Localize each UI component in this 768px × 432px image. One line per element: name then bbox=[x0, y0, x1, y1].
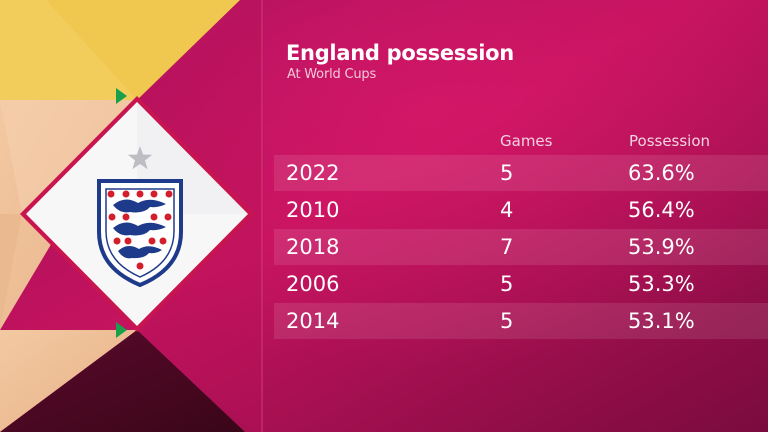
year-cell: 2022 bbox=[286, 161, 340, 185]
year-cell: 2014 bbox=[286, 309, 340, 333]
games-cell: 5 bbox=[500, 309, 514, 333]
chart-subtitle: At World Cups bbox=[287, 67, 377, 82]
year-cell: 2010 bbox=[286, 198, 340, 222]
dark-panel bbox=[0, 330, 245, 432]
games-cell: 5 bbox=[500, 272, 514, 296]
possession-cell: 56.4% bbox=[628, 198, 695, 222]
possession-cell: 53.9% bbox=[628, 235, 695, 259]
table-row: 2014 5 53.1% bbox=[274, 303, 768, 339]
play-triangle-icon bbox=[116, 322, 127, 338]
year-cell: 2006 bbox=[286, 272, 340, 296]
table-row: 2018 7 53.9% bbox=[274, 229, 768, 265]
column-header-games: Games bbox=[500, 132, 553, 150]
possession-cell: 63.6% bbox=[628, 161, 695, 185]
possession-cell: 53.3% bbox=[628, 272, 695, 296]
column-header-possession: Possession bbox=[629, 132, 711, 150]
three-lions-crest-icon bbox=[97, 179, 183, 288]
possession-cell: 53.1% bbox=[628, 309, 695, 333]
games-cell: 4 bbox=[500, 198, 514, 222]
play-triangle-icon bbox=[116, 88, 127, 104]
games-cell: 5 bbox=[500, 161, 514, 185]
chart-title: England possession bbox=[286, 41, 514, 65]
games-cell: 7 bbox=[500, 235, 514, 259]
table-row: 2006 5 53.3% bbox=[274, 266, 768, 302]
table-row: 2010 4 56.4% bbox=[274, 192, 768, 228]
table-row: 2022 5 63.6% bbox=[274, 155, 768, 191]
star-icon bbox=[127, 146, 153, 170]
year-cell: 2018 bbox=[286, 235, 340, 259]
